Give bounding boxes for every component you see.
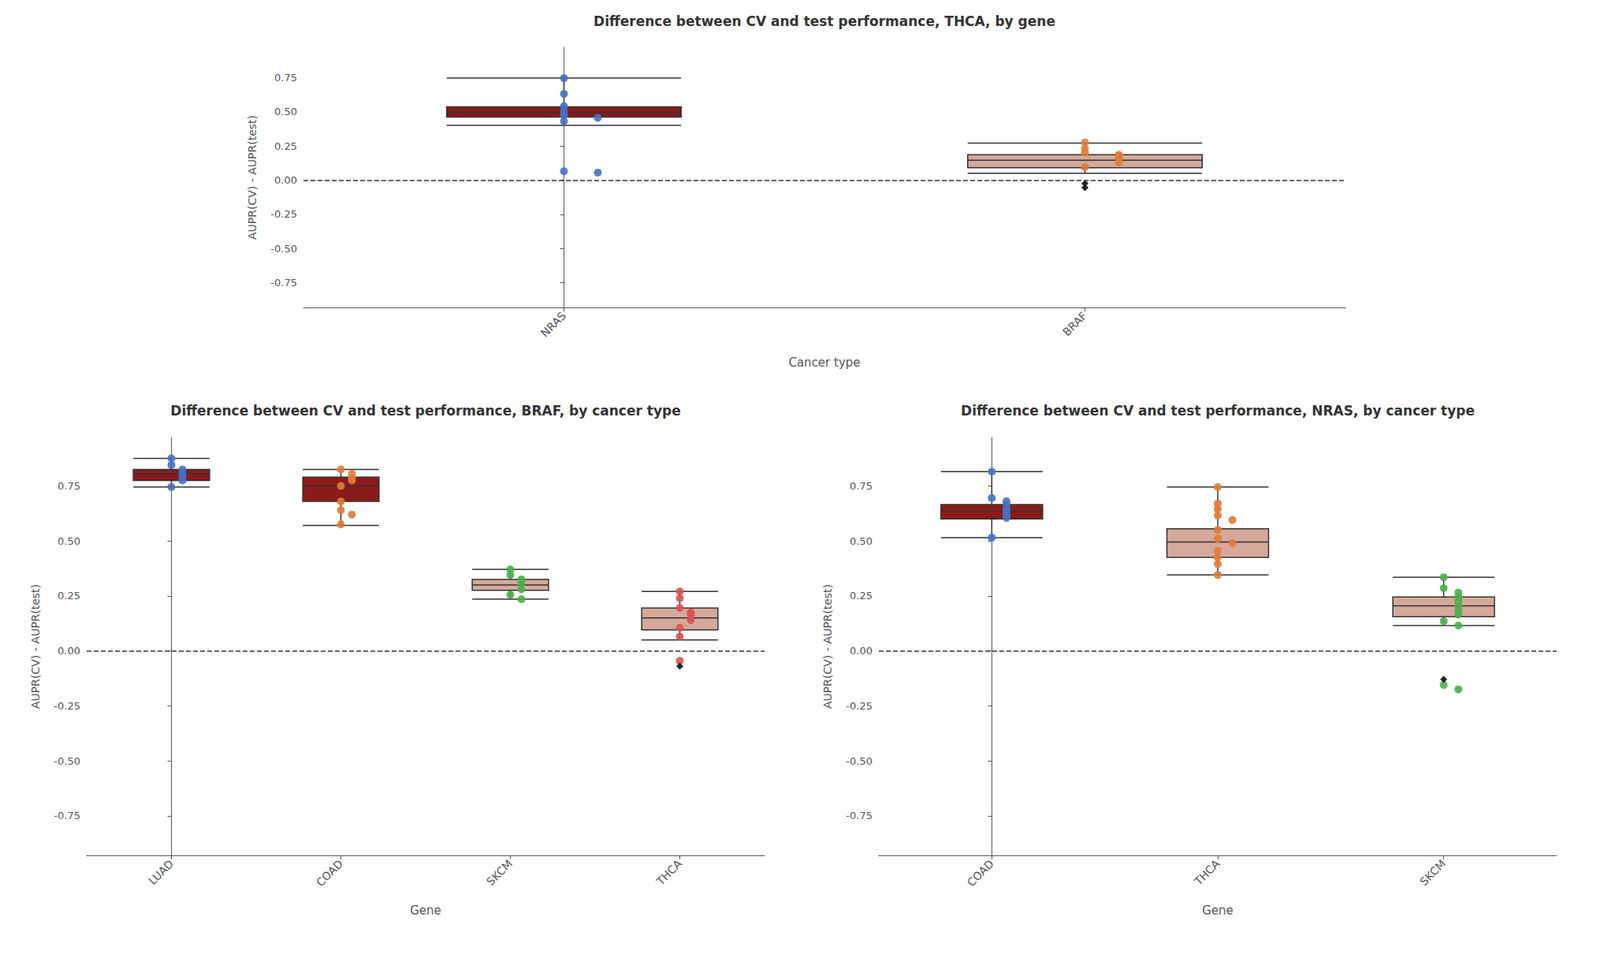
svg-text:0.00: 0.00 xyxy=(849,644,873,657)
svg-text:0.75: 0.75 xyxy=(274,71,298,84)
svg-text:THCA: THCA xyxy=(653,856,685,888)
svg-text:0.25: 0.25 xyxy=(849,589,873,602)
svg-text:AUPR(CV) - AUPR(test): AUPR(CV) - AUPR(test) xyxy=(245,115,259,240)
svg-text:Difference between CV and test: Difference between CV and test performan… xyxy=(593,13,1056,30)
svg-text:THCA: THCA xyxy=(1190,856,1222,888)
svg-text:-0.25: -0.25 xyxy=(845,699,873,712)
svg-text:Difference between CV and test: Difference between CV and test performan… xyxy=(170,402,681,419)
svg-text:Cancer type: Cancer type xyxy=(788,355,860,370)
svg-text:AUPR(CV) - AUPR(test): AUPR(CV) - AUPR(test) xyxy=(821,584,834,709)
svg-text:0.50: 0.50 xyxy=(274,105,298,118)
svg-text:COAD: COAD xyxy=(964,856,997,889)
svg-text:BRAF: BRAF xyxy=(1060,308,1090,339)
svg-text:Difference between CV and test: Difference between CV and test performan… xyxy=(960,402,1475,419)
svg-text:LUAD: LUAD xyxy=(145,856,176,887)
svg-text:Gene: Gene xyxy=(409,903,442,918)
svg-text:0.00: 0.00 xyxy=(274,174,298,187)
svg-text:-0.75: -0.75 xyxy=(845,809,873,822)
svg-text:-0.25: -0.25 xyxy=(53,699,81,712)
svg-text:SKCM: SKCM xyxy=(483,856,515,888)
svg-text:0.00: 0.00 xyxy=(57,644,81,657)
svg-text:-0.75: -0.75 xyxy=(53,809,81,822)
svg-text:-0.50: -0.50 xyxy=(53,755,81,767)
svg-text:0.25: 0.25 xyxy=(274,140,298,153)
svg-text:-0.75: -0.75 xyxy=(270,276,298,289)
svg-text:SKCM: SKCM xyxy=(1417,856,1448,888)
svg-text:Gene: Gene xyxy=(1201,903,1234,918)
svg-text:-0.50: -0.50 xyxy=(270,242,298,255)
svg-text:COAD: COAD xyxy=(313,856,346,889)
svg-text:0.75: 0.75 xyxy=(849,480,873,492)
svg-text:-0.50: -0.50 xyxy=(845,755,873,767)
svg-text:0.75: 0.75 xyxy=(57,480,81,492)
svg-text:0.50: 0.50 xyxy=(849,535,873,547)
svg-text:-0.25: -0.25 xyxy=(270,208,298,220)
svg-text:0.50: 0.50 xyxy=(57,535,81,547)
svg-text:NRAS: NRAS xyxy=(538,308,569,339)
svg-text:0.25: 0.25 xyxy=(57,589,81,602)
svg-text:AUPR(CV) - AUPR(test): AUPR(CV) - AUPR(test) xyxy=(29,584,42,709)
